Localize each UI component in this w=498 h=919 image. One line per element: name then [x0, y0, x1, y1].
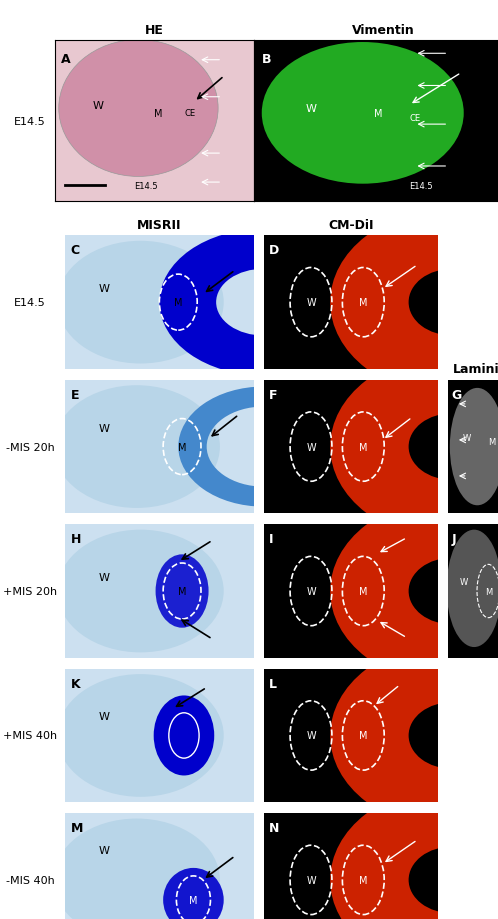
Text: D: D — [269, 244, 279, 257]
Text: N: N — [269, 822, 279, 834]
Text: W: W — [306, 586, 316, 596]
Text: M: M — [154, 108, 163, 119]
Ellipse shape — [53, 386, 220, 508]
Text: M: M — [189, 895, 198, 905]
Ellipse shape — [57, 530, 224, 652]
Text: B: B — [262, 52, 271, 65]
Text: W: W — [93, 101, 104, 110]
Text: Laminin: Laminin — [453, 363, 498, 376]
Text: MISRII: MISRII — [137, 219, 182, 232]
Text: W: W — [99, 845, 110, 856]
Text: W: W — [460, 578, 468, 586]
Text: M: M — [178, 586, 186, 596]
Text: W: W — [306, 875, 316, 885]
Wedge shape — [178, 387, 263, 507]
Text: W: W — [99, 573, 110, 583]
Ellipse shape — [57, 675, 224, 797]
Text: E14.5: E14.5 — [409, 182, 433, 190]
Ellipse shape — [53, 819, 220, 919]
Wedge shape — [330, 642, 452, 829]
Text: L: L — [269, 677, 277, 690]
Ellipse shape — [154, 696, 214, 776]
Wedge shape — [330, 787, 452, 919]
Text: CM-DiI: CM-DiI — [328, 219, 374, 232]
Text: M: M — [359, 731, 368, 741]
Text: A: A — [61, 52, 70, 65]
Text: M: M — [359, 442, 368, 452]
Wedge shape — [330, 498, 452, 685]
Ellipse shape — [447, 530, 498, 647]
Text: G: G — [452, 389, 462, 402]
Text: -MIS 20h: -MIS 20h — [5, 442, 54, 452]
Text: J: J — [452, 533, 456, 546]
Ellipse shape — [163, 868, 224, 919]
Text: Vimentin: Vimentin — [352, 24, 415, 37]
Text: H: H — [70, 533, 81, 546]
Ellipse shape — [262, 43, 464, 185]
Wedge shape — [330, 354, 452, 540]
Ellipse shape — [57, 242, 224, 364]
Text: M: M — [359, 875, 368, 885]
Text: W: W — [306, 442, 316, 452]
Text: +MIS 20h: +MIS 20h — [3, 586, 57, 596]
Text: M: M — [485, 587, 492, 596]
Text: M: M — [174, 298, 183, 308]
Text: M: M — [359, 586, 368, 596]
Text: W: W — [99, 284, 110, 294]
Text: M: M — [178, 442, 186, 452]
Ellipse shape — [155, 555, 209, 628]
Text: W: W — [306, 731, 316, 741]
Text: +MIS 40h: +MIS 40h — [3, 731, 57, 741]
Text: I: I — [269, 533, 274, 546]
Text: HE: HE — [145, 24, 164, 37]
Ellipse shape — [59, 40, 218, 177]
Text: E: E — [70, 389, 79, 402]
Text: M: M — [489, 437, 496, 447]
Text: F: F — [269, 389, 278, 402]
Text: W: W — [99, 711, 110, 721]
Text: CE: CE — [409, 114, 420, 123]
Text: M: M — [374, 108, 382, 119]
Text: W: W — [306, 298, 316, 308]
Wedge shape — [159, 230, 263, 376]
Wedge shape — [330, 210, 452, 396]
Ellipse shape — [450, 389, 498, 505]
Text: K: K — [70, 677, 80, 690]
Text: CE: CE — [184, 109, 195, 119]
Text: M: M — [359, 298, 368, 308]
Text: W: W — [305, 104, 316, 114]
Text: E14.5: E14.5 — [14, 298, 46, 308]
Text: C: C — [70, 244, 80, 257]
Text: W: W — [99, 423, 110, 433]
Text: E14.5: E14.5 — [134, 182, 158, 190]
Text: E14.5: E14.5 — [14, 117, 46, 127]
Text: M: M — [70, 822, 83, 834]
Text: W: W — [463, 434, 471, 442]
Text: -MIS 40h: -MIS 40h — [5, 875, 54, 885]
